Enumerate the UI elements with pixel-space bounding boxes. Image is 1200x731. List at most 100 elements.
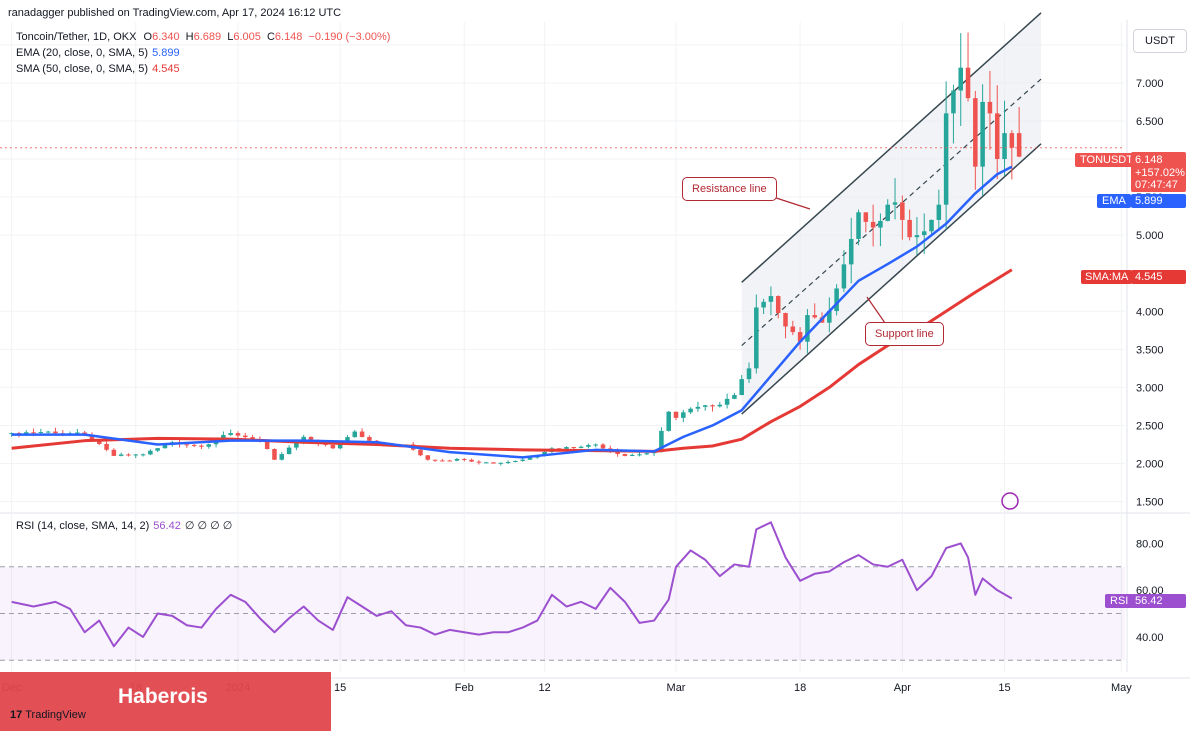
- resistance-callout-pointer: [769, 195, 811, 210]
- support-callout[interactable]: Support line: [865, 322, 944, 346]
- candle-body: [250, 437, 255, 440]
- rsi-legend[interactable]: RSI (14, close, SMA, 14, 2) 56.42 ∅ ∅ ∅ ∅: [16, 519, 232, 532]
- candle-body: [958, 67, 963, 91]
- channel-layer: [741, 12, 1042, 415]
- candle-body: [965, 67, 971, 99]
- candle-body: [659, 430, 664, 453]
- candle-body: [973, 98, 978, 167]
- sma-legend-label: SMA (50, close, 0, SMA, 5): [16, 63, 149, 75]
- candle-body: [783, 313, 788, 327]
- candle-body: [629, 454, 635, 456]
- tradingview-logo[interactable]: 17 TradingView: [10, 709, 86, 721]
- sma-tag-label: SMA:MA: [1081, 270, 1133, 284]
- candle-body: [900, 202, 905, 220]
- candle-body: [89, 434, 95, 441]
- candle-body: [133, 454, 139, 456]
- candle-body: [673, 411, 679, 418]
- rsi-legend-value: 56.42: [153, 520, 181, 532]
- candle-body: [513, 460, 518, 463]
- ema20-line: [11, 165, 1013, 459]
- candle-body: [805, 315, 810, 342]
- publisher-info: ranadagger published on TradingView.com,…: [8, 7, 342, 19]
- candle-body: [790, 326, 796, 333]
- candle-body: [118, 454, 124, 456]
- candle-body: [717, 404, 723, 407]
- candle-body: [994, 113, 1000, 160]
- channel-fill: [741, 12, 1042, 415]
- ema-legend[interactable]: EMA (20, close, 0, SMA, 5) 5.899: [16, 47, 180, 59]
- price-tick-label: 1.500: [1136, 497, 1164, 509]
- candle-body: [943, 113, 949, 205]
- candle-body: [761, 301, 766, 308]
- open-label: O: [143, 31, 153, 43]
- time-tick-label: 15: [334, 682, 346, 694]
- ema-legend-value: 5.899: [152, 47, 180, 59]
- candle-body: [469, 459, 474, 462]
- candle-body: [308, 436, 314, 440]
- price-tag-countdown: 07:47:47: [1135, 179, 1178, 191]
- close-label: C: [266, 31, 275, 43]
- candle-body: [38, 432, 44, 434]
- candle-body: [812, 315, 817, 318]
- ohlc-legend: Toncoin/Tether, 1D, OKX O6.340 H6.689 L6…: [16, 31, 390, 43]
- candle-body: [432, 459, 438, 461]
- candle-body: [856, 212, 861, 239]
- candle-body: [564, 447, 569, 449]
- candle-body: [104, 443, 109, 450]
- candle-body: [75, 432, 80, 434]
- ema-legend-label: EMA (20, close, 0, SMA, 5): [16, 47, 149, 59]
- candle-body: [892, 202, 898, 205]
- candle-body: [1009, 133, 1015, 148]
- candle-body: [688, 408, 693, 413]
- candle-body: [520, 459, 525, 461]
- candle-body: [848, 238, 854, 265]
- sma-legend[interactable]: SMA (50, close, 0, SMA, 5) 4.545: [16, 63, 180, 75]
- time-tick-label: Apr: [894, 682, 911, 694]
- time-tick-label: 12: [538, 682, 550, 694]
- candle-body: [440, 460, 445, 462]
- candle-body: [206, 444, 212, 447]
- candle-body: [578, 446, 584, 448]
- candle-body: [754, 307, 759, 369]
- rsi-tick-label: 80.00: [1136, 538, 1164, 550]
- open-value: 6.340: [152, 31, 180, 43]
- candle-body: [359, 431, 365, 438]
- currency-button[interactable]: USDT: [1133, 29, 1187, 53]
- candle-body: [710, 405, 715, 407]
- time-tick-label: Mar: [667, 682, 686, 694]
- watermark-text: Haberois: [118, 685, 208, 708]
- support-callout-pointer: [866, 296, 886, 324]
- candle-body: [775, 296, 781, 314]
- candle-body: [155, 448, 160, 451]
- candle-body: [936, 204, 942, 220]
- candle-body: [637, 454, 642, 456]
- flash-icon: [1001, 492, 1019, 510]
- candle-body: [191, 444, 197, 446]
- price-tag-price: 6.148: [1135, 154, 1163, 166]
- price-tick-label: 4.000: [1136, 306, 1164, 318]
- time-tick-label: Feb: [455, 682, 474, 694]
- candle-body: [914, 235, 920, 238]
- candle-body: [199, 445, 204, 447]
- sma-tag-value: 4.545: [1131, 270, 1186, 284]
- low-label: L: [227, 31, 234, 43]
- support-line: [741, 143, 1042, 415]
- low-value: 6.005: [233, 31, 261, 43]
- candle-body: [367, 437, 372, 441]
- candle-body: [279, 454, 285, 460]
- candle-body: [505, 462, 511, 464]
- candle-body: [45, 431, 51, 433]
- candle-body: [31, 432, 36, 434]
- high-value: 6.689: [193, 31, 222, 43]
- price-tick-label: 2.000: [1136, 459, 1164, 471]
- candle-body: [746, 368, 752, 380]
- candle-body: [929, 219, 934, 232]
- watermark-banner: [0, 672, 331, 731]
- candle-body: [863, 212, 869, 222]
- candle-body: [352, 431, 358, 438]
- resistance-callout[interactable]: Resistance line: [682, 177, 777, 201]
- candle-body: [768, 296, 774, 302]
- candle-body: [294, 442, 299, 448]
- rsi-tag-label: RSI: [1105, 594, 1134, 608]
